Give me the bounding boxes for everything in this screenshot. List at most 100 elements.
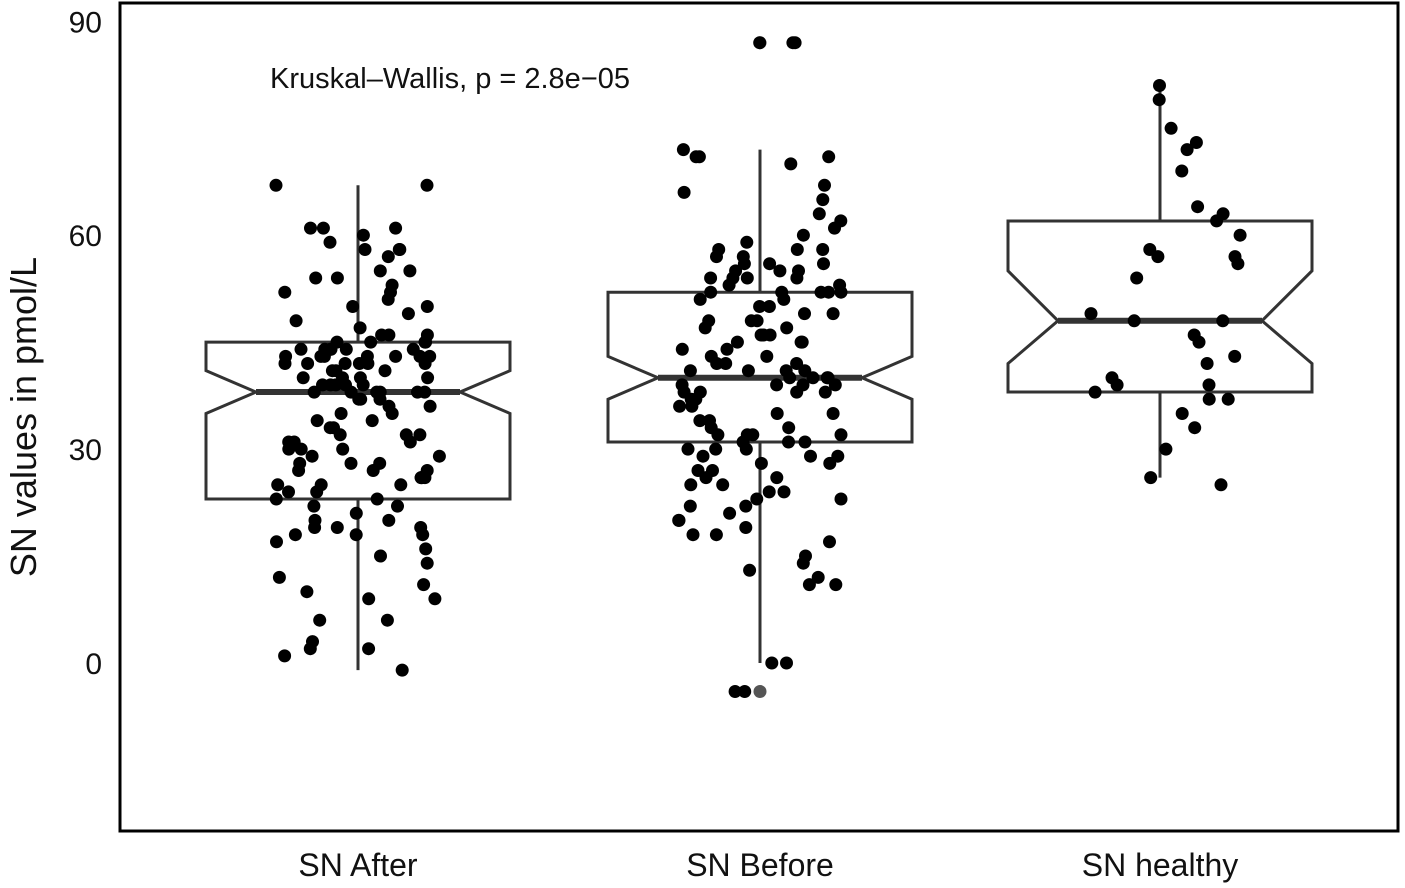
data-point bbox=[269, 492, 283, 506]
data-point bbox=[777, 292, 791, 306]
box-group-sn-after bbox=[204, 185, 512, 671]
data-point bbox=[782, 421, 796, 435]
data-point bbox=[391, 499, 404, 513]
data-point bbox=[420, 178, 434, 192]
data-point bbox=[420, 300, 434, 313]
data-point bbox=[798, 435, 812, 449]
data-point bbox=[389, 349, 403, 363]
data-point bbox=[753, 36, 767, 50]
data-point bbox=[278, 649, 292, 663]
data-point bbox=[723, 506, 737, 520]
data-point bbox=[744, 314, 758, 328]
data-point bbox=[1191, 200, 1205, 214]
data-point bbox=[418, 471, 432, 485]
data-point bbox=[816, 193, 830, 207]
data-point bbox=[1127, 314, 1141, 328]
data-point bbox=[826, 407, 840, 420]
data-point bbox=[292, 464, 306, 477]
data-point bbox=[677, 185, 691, 199]
data-point bbox=[323, 421, 337, 435]
notched-box bbox=[606, 290, 914, 444]
kruskal-wallis-annotation: Kruskal–Wallis, p = 2.8e−05 bbox=[270, 63, 630, 95]
data-point bbox=[673, 399, 687, 413]
box-group-sn-healthy bbox=[1006, 85, 1314, 478]
data-point bbox=[683, 499, 697, 513]
data-point bbox=[828, 221, 841, 235]
data-point bbox=[806, 371, 820, 385]
data-point bbox=[421, 371, 435, 385]
data-point bbox=[798, 307, 811, 321]
data-point bbox=[770, 471, 784, 485]
data-point bbox=[366, 464, 380, 477]
data-point bbox=[278, 285, 292, 299]
data-point bbox=[1214, 478, 1228, 492]
data-point bbox=[790, 271, 804, 285]
data-point bbox=[1153, 79, 1166, 92]
data-point bbox=[741, 364, 755, 378]
data-point bbox=[1164, 121, 1178, 135]
data-point bbox=[1144, 471, 1158, 485]
data-point bbox=[684, 478, 698, 492]
data-point bbox=[289, 314, 303, 328]
data-point bbox=[309, 271, 323, 285]
data-point bbox=[790, 243, 804, 256]
data-point bbox=[373, 264, 387, 278]
data-point bbox=[305, 449, 319, 463]
data-point bbox=[416, 528, 430, 542]
data-point bbox=[783, 371, 797, 385]
data-point bbox=[828, 378, 842, 392]
data-point bbox=[777, 485, 791, 499]
data-point bbox=[1175, 407, 1189, 420]
data-point bbox=[423, 399, 437, 413]
plot-panel-border bbox=[118, 1, 1400, 833]
data-point bbox=[738, 685, 752, 698]
data-point bbox=[401, 307, 415, 321]
y-tick-label-30: 30 bbox=[69, 434, 102, 467]
data-point bbox=[796, 556, 810, 570]
data-point bbox=[338, 357, 352, 370]
notched-box bbox=[1006, 219, 1314, 394]
x-category-label-sn-after: SN After bbox=[298, 847, 418, 883]
y-tick-label-60: 60 bbox=[69, 220, 102, 253]
data-point bbox=[1088, 385, 1102, 399]
data-point bbox=[683, 364, 697, 378]
data-point bbox=[346, 300, 360, 313]
data-point bbox=[685, 399, 699, 413]
data-point bbox=[272, 570, 286, 584]
data-point bbox=[300, 585, 314, 599]
data-point bbox=[754, 328, 768, 342]
data-point bbox=[763, 328, 777, 342]
data-point bbox=[381, 292, 395, 306]
data-point bbox=[672, 513, 686, 527]
data-point bbox=[782, 435, 795, 449]
data-point bbox=[373, 392, 387, 406]
data-point bbox=[709, 528, 723, 542]
data-point bbox=[1233, 228, 1247, 242]
points-sn-after bbox=[269, 178, 446, 677]
data-point bbox=[313, 613, 327, 627]
data-point bbox=[698, 321, 712, 335]
data-point bbox=[1210, 214, 1224, 228]
data-point bbox=[304, 221, 317, 235]
data-point bbox=[344, 456, 358, 470]
data-point bbox=[432, 449, 446, 463]
data-point bbox=[382, 513, 396, 527]
data-point bbox=[675, 342, 689, 356]
data-point bbox=[1152, 93, 1166, 107]
data-point bbox=[307, 385, 321, 399]
data-point bbox=[802, 578, 816, 592]
data-point bbox=[829, 578, 843, 592]
data-point bbox=[334, 407, 348, 420]
data-point bbox=[762, 485, 776, 499]
data-point bbox=[370, 492, 384, 506]
data-point bbox=[378, 364, 392, 378]
data-point bbox=[750, 492, 764, 506]
data-point bbox=[1175, 164, 1189, 178]
data-point bbox=[394, 478, 408, 492]
data-point bbox=[418, 335, 432, 349]
data-point bbox=[419, 542, 433, 556]
data-point bbox=[356, 228, 370, 242]
data-point bbox=[1200, 357, 1214, 370]
data-point bbox=[739, 442, 753, 456]
data-point bbox=[817, 257, 830, 271]
